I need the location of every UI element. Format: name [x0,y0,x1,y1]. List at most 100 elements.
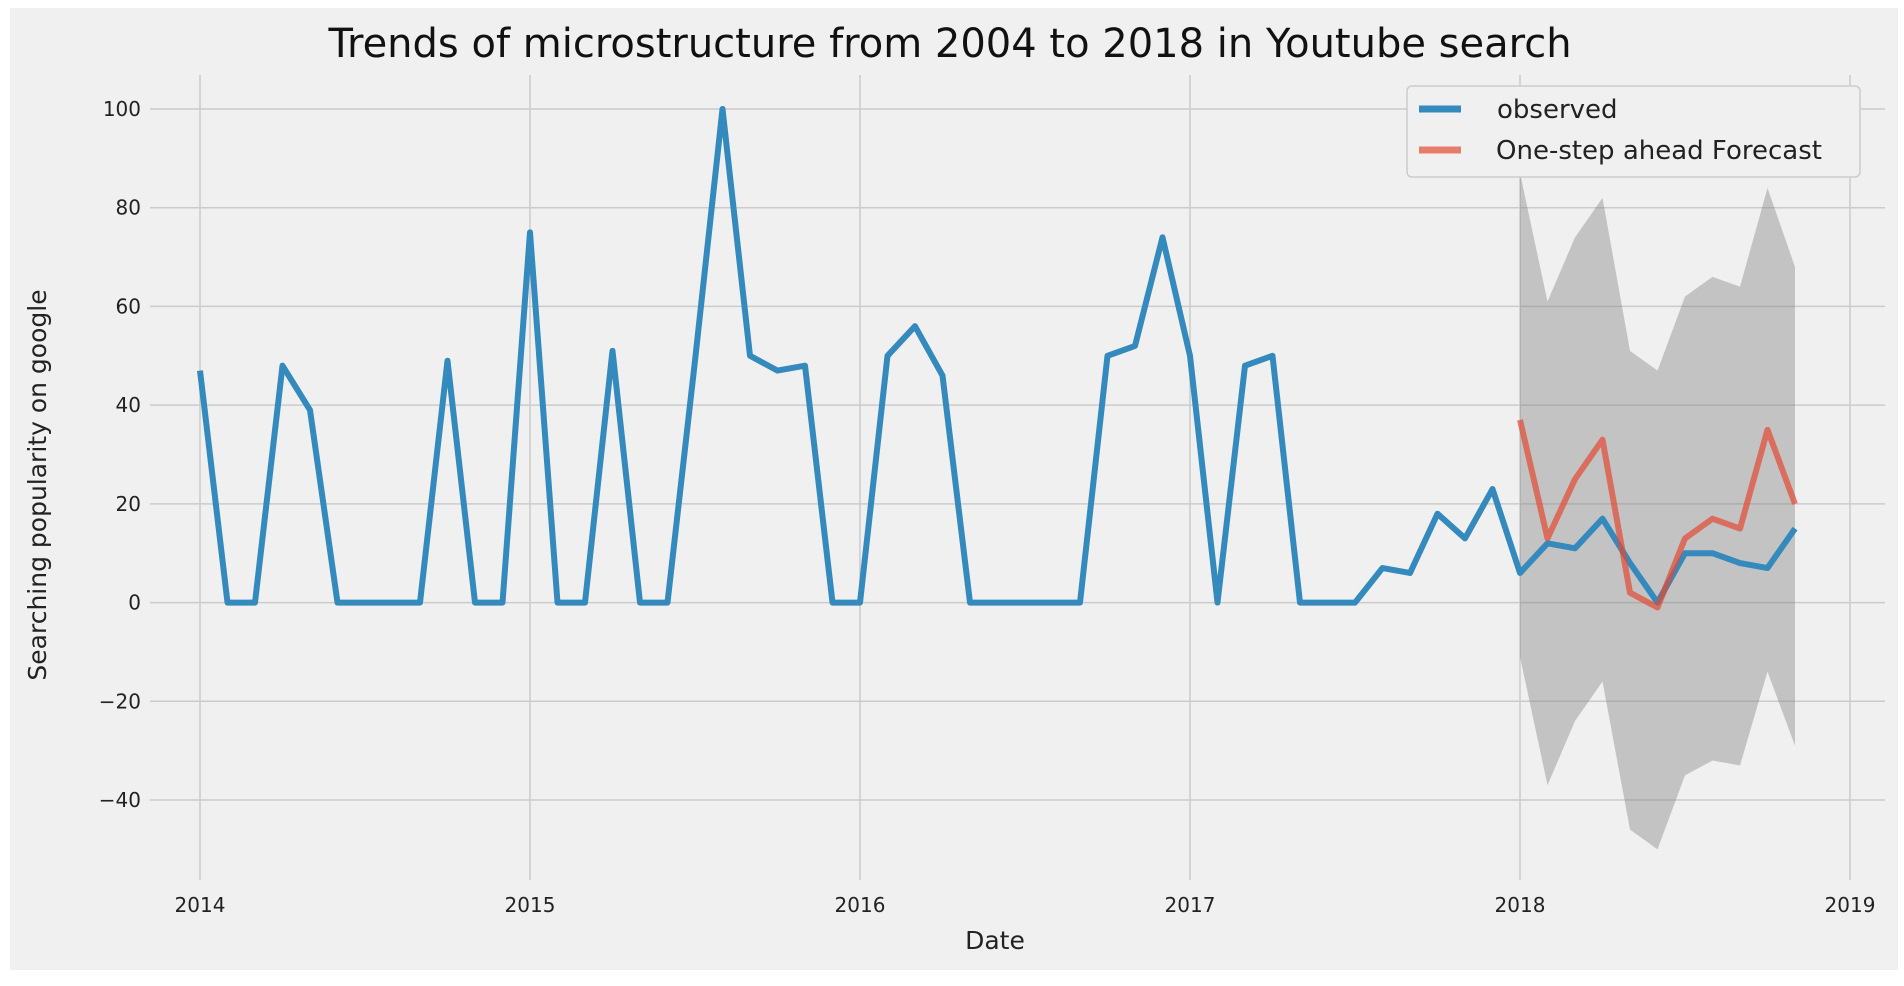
data-point-observed [1245,365,1246,366]
data-point-observed [667,602,668,603]
data-point-observed [337,602,338,603]
data-point-observed [1740,563,1741,564]
data-point-observed [1465,538,1466,539]
y-tick-label: 40 [116,393,141,417]
data-point-observed [1630,563,1631,564]
data-point-observed [777,370,778,371]
legend-box [1406,85,1861,178]
data-point-observed [1547,543,1548,544]
data-point-observed [1052,602,1053,603]
legend-label-observed: observed [1497,95,1618,125]
data-point-observed [557,602,558,603]
data-point-observed [640,602,641,603]
x-axis-ticks: 2014 2015 2016 2017 2018 2019 [175,893,1876,917]
y-tick-label: −20 [99,689,141,713]
data-point-observed [255,602,256,603]
series-line-one-step-ahead-forecast [1517,419,1798,611]
data-point-observed [970,602,971,603]
data-point-observed [1355,602,1356,603]
y-tick-label: 80 [116,196,141,220]
data-point-observed [1795,528,1796,529]
data-point-observed [1107,355,1108,356]
data-point-observed [1135,345,1136,346]
series-one-step-ahead-forecast [1517,419,1798,611]
data-point-observed [420,602,421,603]
chart-title: Trends of microstructure from 2004 to 20… [327,21,1571,67]
y-tick-label: −40 [99,788,141,812]
x-tick-label: 2019 [1825,893,1876,917]
data-point-observed [1025,602,1026,603]
legend-label-forecast: One-step ahead Forecast [1496,136,1822,166]
data-point-observed [1300,602,1301,603]
data-point-observed [365,602,366,603]
data-point-observed [1410,572,1411,573]
data-point-observed [942,375,943,376]
x-tick-label: 2015 [505,893,556,917]
confidence-band [1520,173,1795,850]
data-point-observed [475,602,476,603]
data-point-observed [1327,602,1328,603]
data-point-observed [530,232,531,233]
data-point-observed [1602,518,1603,519]
data-point-observed [722,109,723,110]
data-point-one-step-ahead-forecast [1657,607,1658,608]
x-tick-label: 2016 [835,893,886,917]
data-point-observed [1190,355,1191,356]
data-point-observed [915,326,916,327]
data-point-one-step-ahead-forecast [1767,429,1768,430]
data-point-observed [227,602,228,603]
data-point-observed [860,602,861,603]
data-point-observed [282,365,283,366]
data-point-observed [1382,568,1383,569]
data-point-observed [695,360,696,361]
data-point-one-step-ahead-forecast [1520,419,1521,420]
data-point-observed [1080,602,1081,603]
series-observed [197,106,1798,606]
data-point-observed [200,370,201,371]
y-axis-label: Searching popularity on google [23,289,52,680]
data-point-observed [447,360,448,361]
data-point-one-step-ahead-forecast [1602,439,1603,440]
x-axis-label: Date [965,926,1025,955]
y-tick-label: 60 [116,294,141,318]
x-tick-label: 2014 [175,893,226,917]
data-point-observed [1217,602,1218,603]
data-point-one-step-ahead-forecast [1575,479,1576,480]
data-point-observed [805,365,806,366]
data-point-observed [1520,572,1521,573]
data-point-observed [1492,489,1493,490]
data-point-one-step-ahead-forecast [1685,538,1686,539]
confidence-band-layer [1520,173,1795,850]
data-point-one-step-ahead-forecast [1630,592,1631,593]
data-point-observed [1685,553,1686,554]
series-line-observed [197,106,1798,606]
y-tick-label: 0 [128,591,141,615]
data-point-one-step-ahead-forecast [1712,518,1713,519]
data-point-observed [1767,568,1768,569]
data-point-observed [997,602,998,603]
data-point-one-step-ahead-forecast [1740,528,1741,529]
data-point-one-step-ahead-forecast [1547,538,1548,539]
data-point-observed [1575,548,1576,549]
data-point-observed [1712,553,1713,554]
data-point-one-step-ahead-forecast [1795,503,1796,504]
data-point-observed [750,355,751,356]
data-point-observed [832,602,833,603]
y-axis-ticks: −40 −20 0 20 40 60 80 100 [99,97,141,812]
legend: observed One-step ahead Forecast [1406,85,1861,178]
x-tick-label: 2018 [1495,893,1546,917]
data-point-observed [887,355,888,356]
data-point-observed [1272,355,1273,356]
data-point-observed [612,350,613,351]
x-tick-label: 2017 [1165,893,1216,917]
y-tick-label: 20 [116,492,141,516]
y-tick-label: 100 [103,97,141,121]
data-point-observed [502,602,503,603]
series-layer [197,106,1798,611]
data-point-observed [1162,237,1163,238]
data-point-observed [310,410,311,411]
data-point-observed [585,602,586,603]
data-point-observed [392,602,393,603]
